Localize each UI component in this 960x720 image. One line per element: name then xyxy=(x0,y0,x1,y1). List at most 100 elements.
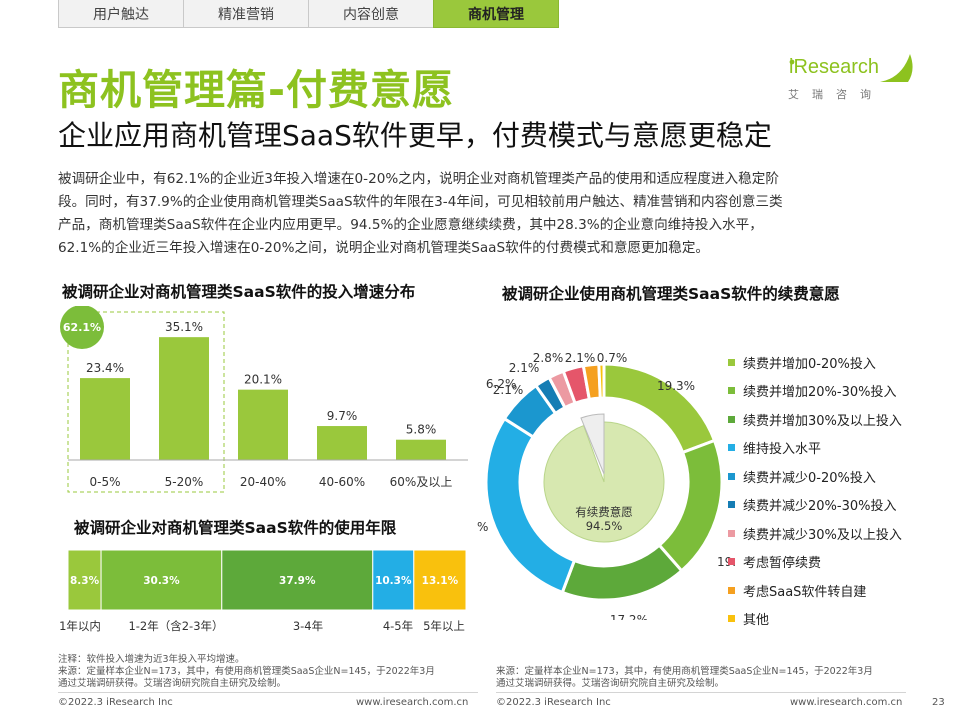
donut-segment-label: 2.1% xyxy=(493,383,524,397)
tab-content-creative[interactable]: 内容创意 xyxy=(308,0,434,28)
bar-value-label: 9.7% xyxy=(327,409,358,423)
legend-label: 其他 xyxy=(743,613,770,629)
stack-value-label: 13.1% xyxy=(422,575,459,587)
legend-swatch xyxy=(728,472,735,480)
stack-segment xyxy=(413,549,467,611)
footer-divider-left xyxy=(58,692,478,693)
legend-label: 续费并增加20%-30%投入 xyxy=(743,385,897,401)
legend-label: 维持投入水平 xyxy=(743,442,822,458)
legend-item: 续费并减少20%-30%投入 xyxy=(728,491,928,520)
legend-item: 续费并减少30%及以上投入 xyxy=(728,519,928,548)
legend-swatch xyxy=(728,501,735,509)
bar-value-label: 35.1% xyxy=(165,320,203,334)
source-note-right: 来源：定量样本企业N=173，其中，有使用商机管理类SaaS企业N=145，于2… xyxy=(496,666,873,689)
logo-text: iResearch xyxy=(789,56,880,78)
bar xyxy=(159,337,209,460)
donut-segment-label: 28.3% xyxy=(476,520,488,534)
bar-value-label: 23.4% xyxy=(86,361,124,375)
legend-label: 续费并减少20%-30%投入 xyxy=(743,499,897,515)
donut-segment xyxy=(657,438,724,573)
tab-precision-marketing[interactable]: 精准营销 xyxy=(183,0,309,28)
bar-category-label: 5-20% xyxy=(165,475,204,489)
donut-segment-label: 19.3% xyxy=(657,379,695,393)
donut-segment xyxy=(560,543,684,602)
legend-item: 续费并增加30%及以上投入 xyxy=(728,405,928,434)
donut-legend: 续费并增加0-20%投入续费并增加20%-30%投入 续费并增加30%及以上投入维… xyxy=(728,348,928,633)
iresearch-logo: iResearch 艾瑞咨询 xyxy=(780,48,920,110)
legend-item: 续费并增加0-20%投入 xyxy=(728,348,928,377)
highlight-badge-label: 62.1% xyxy=(63,321,101,334)
bar-value-label: 5.8% xyxy=(406,423,437,437)
stack-segment xyxy=(221,549,374,611)
stack-segment xyxy=(372,549,415,611)
stack-category-label: 5年以上 xyxy=(423,619,465,633)
legend-swatch xyxy=(728,415,735,423)
footer-url-left[interactable]: www.iresearch.com.cn xyxy=(356,697,469,708)
footer-divider-right xyxy=(496,692,906,693)
investment-growth-bar-chart: 23.4% 0-5% 35.1% 5-20% 20.1% 20-40% 9.7% 40-60%… xyxy=(60,306,468,493)
logo-leaf-icon xyxy=(782,52,913,88)
legend-swatch xyxy=(728,358,735,366)
donut-segment xyxy=(597,362,606,400)
bar-value-label: 20.1% xyxy=(244,373,282,387)
bar xyxy=(80,378,130,460)
stack-category-label: 3-4年 xyxy=(293,619,323,633)
inner-pie-share xyxy=(543,421,665,543)
legend-label: 续费并增加30%及以上投入 xyxy=(743,413,902,429)
renewal-intent-donut-chart: 有续费意愿94.5%19.3%19.3%17.2%28.3%6.2%2.1%2.… xyxy=(476,351,736,620)
legend-item: 考虑暂停续费 xyxy=(728,548,928,577)
logo-subtext: 艾瑞咨询 xyxy=(788,88,884,101)
section-tabs: 用户触达 精准营销 内容创意 商机管理 xyxy=(58,0,559,28)
donut-segment-label: 0.7% xyxy=(597,351,628,365)
bar-chart-title: 被调研企业对商机管理类SaaS软件的投入增速分布 xyxy=(62,283,416,301)
bar-category-label: 40-60% xyxy=(319,475,365,489)
stack-value-label: 30.3% xyxy=(143,575,180,587)
legend-swatch xyxy=(728,444,735,452)
donut-segment-label: 17.2% xyxy=(610,613,648,620)
bar xyxy=(317,426,367,460)
page-subtitle: 企业应用商机管理SaaS软件更早，付费模式与意愿更稳定 xyxy=(58,119,772,152)
legend-swatch xyxy=(728,387,735,395)
stack-category-label: 1年以内 xyxy=(59,619,101,633)
donut-center-value: 94.5% xyxy=(586,519,623,533)
footer-copyright-right: ©2022.3 iResearch Inc xyxy=(496,697,611,708)
legend-swatch xyxy=(728,558,735,566)
legend-label: 续费并减少30%及以上投入 xyxy=(743,527,902,543)
footer-copyright-left: ©2022.3 iResearch Inc xyxy=(58,697,173,708)
legend-swatch xyxy=(728,615,735,623)
stack-segment xyxy=(100,549,223,611)
tab-opportunity-management[interactable]: 商机管理 xyxy=(433,0,559,28)
bar xyxy=(396,439,446,460)
stack-category-label: 4-5年 xyxy=(383,619,413,633)
stack-value-label: 10.3% xyxy=(375,575,412,587)
donut-center-label: 有续费意愿 xyxy=(575,505,633,519)
bar-category-label: 20-40% xyxy=(240,475,286,489)
source-note-left: 注释：软件投入增速为近3年投入平均增速。 来源：定量样本企业N=173，其中，有… xyxy=(58,654,435,689)
donut-segment-label: 2.8% xyxy=(533,351,564,365)
page-number: 23 xyxy=(932,697,945,708)
donut-segment-label: 2.1% xyxy=(509,361,540,375)
stack-value-label: 8.3% xyxy=(70,575,100,587)
donut-segment-label: 2.1% xyxy=(565,351,596,365)
legend-label: 考虑暂停续费 xyxy=(743,556,822,572)
highlight-badge xyxy=(60,306,104,349)
footer-url-right[interactable]: www.iresearch.com.cn xyxy=(790,697,903,708)
legend-item: 续费并减少0-20%投入 xyxy=(728,462,928,491)
stack-value-label: 37.9% xyxy=(279,575,316,587)
legend-item: 考虑SaaS软件转自建 xyxy=(728,576,928,605)
page-title: 商机管理篇-付费意愿 xyxy=(58,66,455,114)
stack-chart-title: 被调研企业对商机管理类SaaS软件的使用年限 xyxy=(74,519,397,537)
tab-user-reach[interactable]: 用户触达 xyxy=(58,0,184,28)
legend-item: 维持投入水平 xyxy=(728,434,928,463)
bar xyxy=(238,389,288,460)
summary-paragraph: 被调研企业中，有62.1%的企业近3年投入增速在0-20%之内，说明企业对商机管… xyxy=(58,171,783,256)
legend-swatch xyxy=(728,529,735,537)
legend-item: 其他 xyxy=(728,605,928,634)
donut-chart-title: 被调研企业使用商机管理类SaaS软件的续费意愿 xyxy=(502,285,840,303)
stack-category-label: 1-2年（含2-3年） xyxy=(128,619,223,633)
bar-category-label: 0-5% xyxy=(89,475,120,489)
legend-swatch xyxy=(728,586,735,594)
highlight-box xyxy=(67,311,225,493)
legend-label: 考虑SaaS软件转自建 xyxy=(743,584,867,600)
donut-segment-label: 6.2% xyxy=(486,377,517,391)
